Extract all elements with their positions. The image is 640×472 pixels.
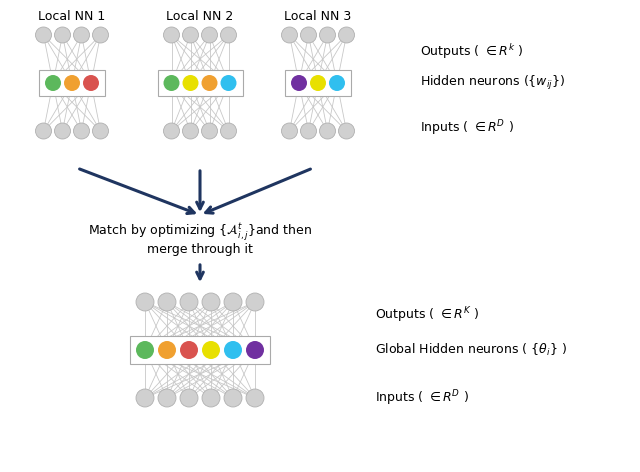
Circle shape [163, 123, 179, 139]
Text: Local NN 3: Local NN 3 [284, 10, 351, 24]
Circle shape [202, 123, 218, 139]
Circle shape [136, 293, 154, 311]
Text: Outputs ( $\in R^{k}$ ): Outputs ( $\in R^{k}$ ) [420, 42, 524, 61]
Circle shape [339, 27, 355, 43]
Circle shape [182, 75, 198, 91]
Circle shape [246, 389, 264, 407]
Text: Outputs ( $\in R^{K}$ ): Outputs ( $\in R^{K}$ ) [375, 305, 479, 325]
Bar [285, 70, 351, 96]
Circle shape [158, 293, 176, 311]
Circle shape [202, 75, 218, 91]
Circle shape [163, 75, 179, 91]
Circle shape [221, 75, 237, 91]
Circle shape [163, 27, 179, 43]
Circle shape [180, 389, 198, 407]
Circle shape [64, 75, 80, 91]
Circle shape [202, 389, 220, 407]
Circle shape [339, 123, 355, 139]
Circle shape [158, 341, 176, 359]
Circle shape [54, 27, 70, 43]
Circle shape [221, 27, 237, 43]
Circle shape [224, 389, 242, 407]
Circle shape [136, 341, 154, 359]
Text: merge through it: merge through it [147, 244, 253, 256]
Text: Global Hidden neurons ( $\{\theta_i\}$ ): Global Hidden neurons ( $\{\theta_i\}$ ) [375, 342, 567, 358]
Text: Inputs ( $\in R^{D}$ ): Inputs ( $\in R^{D}$ ) [420, 118, 514, 138]
Text: Inputs ( $\in R^{D}$ ): Inputs ( $\in R^{D}$ ) [375, 388, 469, 408]
Circle shape [45, 75, 61, 91]
Circle shape [93, 123, 109, 139]
Circle shape [282, 123, 298, 139]
Circle shape [319, 123, 335, 139]
Circle shape [291, 75, 307, 91]
Bar [130, 336, 270, 364]
Circle shape [74, 27, 90, 43]
Circle shape [83, 75, 99, 91]
Circle shape [202, 27, 218, 43]
Bar [39, 70, 105, 96]
Circle shape [224, 341, 242, 359]
Circle shape [35, 27, 51, 43]
Circle shape [319, 27, 335, 43]
Circle shape [224, 293, 242, 311]
Circle shape [301, 123, 317, 139]
Text: Match by optimizing $\{\mathcal{A}^{t}_{i,j}\}$and then: Match by optimizing $\{\mathcal{A}^{t}_{… [88, 221, 312, 243]
Circle shape [35, 123, 51, 139]
Circle shape [74, 123, 90, 139]
Circle shape [329, 75, 345, 91]
Circle shape [93, 27, 109, 43]
Text: Local NN 1: Local NN 1 [38, 10, 106, 24]
Circle shape [54, 123, 70, 139]
Circle shape [246, 293, 264, 311]
Text: Local NN 2: Local NN 2 [166, 10, 234, 24]
Circle shape [221, 123, 237, 139]
Circle shape [282, 27, 298, 43]
Text: Hidden neurons ($\{w_{ij}\}$): Hidden neurons ($\{w_{ij}\}$) [420, 74, 565, 92]
Circle shape [180, 341, 198, 359]
Circle shape [310, 75, 326, 91]
Circle shape [246, 341, 264, 359]
Circle shape [136, 389, 154, 407]
Circle shape [180, 293, 198, 311]
Circle shape [301, 27, 317, 43]
Circle shape [202, 293, 220, 311]
Circle shape [182, 27, 198, 43]
Circle shape [158, 389, 176, 407]
Bar [157, 70, 243, 96]
Circle shape [202, 341, 220, 359]
Circle shape [182, 123, 198, 139]
